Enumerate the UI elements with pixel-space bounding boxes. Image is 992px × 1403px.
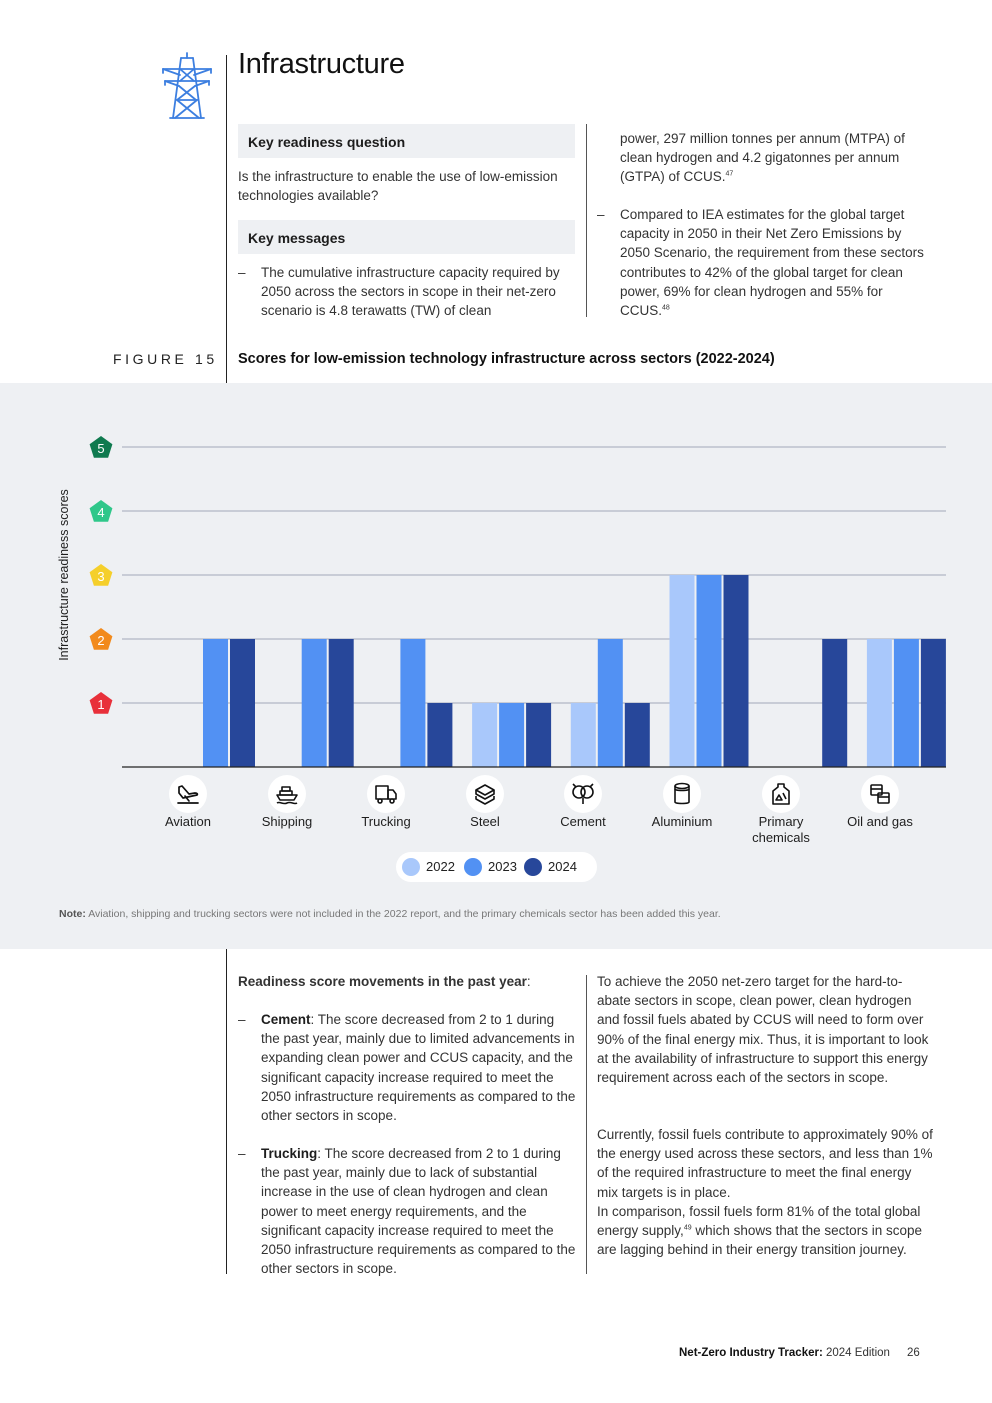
bar-aviation-2023 bbox=[203, 639, 228, 767]
score-marker-1 bbox=[89, 692, 113, 714]
bar-shipping-2024 bbox=[328, 639, 354, 767]
y-tick-label-2: 2 bbox=[97, 633, 104, 648]
body-paragraph-1: To achieve the 2050 net-zero target for … bbox=[597, 974, 929, 1086]
y-tick-label-5: 5 bbox=[97, 441, 104, 456]
sector-label-trucking: Trucking bbox=[361, 814, 411, 829]
score-marker-3 bbox=[89, 564, 113, 586]
sector-steel: Steel bbox=[435, 775, 535, 830]
bar-aviation-2024 bbox=[230, 639, 255, 767]
bar-oil-and-gas-2022 bbox=[866, 639, 892, 767]
sector-aluminium: Aluminium bbox=[632, 775, 732, 830]
bar-steel-2023 bbox=[499, 703, 525, 767]
sector-label-steel: Steel bbox=[470, 814, 500, 829]
left-rule-bottom bbox=[226, 949, 227, 1274]
bar-aluminium-2022 bbox=[669, 575, 695, 767]
chemical-flask-icon bbox=[762, 775, 800, 813]
bar-aluminium-2024 bbox=[723, 575, 749, 767]
bar-aluminium-2023 bbox=[696, 575, 722, 767]
bar-steel-2024 bbox=[526, 703, 552, 767]
page-number: 26 bbox=[906, 1347, 920, 1359]
airplane-icon bbox=[169, 775, 207, 813]
sector-aviation: Aviation bbox=[138, 775, 238, 830]
cement-mixer-icon bbox=[564, 775, 602, 813]
key-message-2: – Compared to IEA estimates for the glob… bbox=[597, 207, 924, 319]
bar-primary-chemicals-2024 bbox=[822, 639, 848, 767]
sector-cement: Cement bbox=[533, 775, 633, 830]
sector-shipping: Shipping bbox=[237, 775, 337, 830]
sector-oil-and-gas: Oil and gas bbox=[830, 775, 930, 830]
bar-cement-2023 bbox=[597, 639, 623, 767]
oil-barrel-icon bbox=[861, 775, 899, 813]
sector-label-aviation: Aviation bbox=[164, 814, 211, 829]
y-tick-label-3: 3 bbox=[97, 569, 104, 584]
chart-legend: 2022 2023 2024 bbox=[396, 852, 597, 882]
sector-label-aluminium: Aluminium bbox=[651, 814, 713, 829]
figure-note: Note: Aviation, shipping and trucking se… bbox=[59, 908, 721, 920]
sector-primary-chemicals: Primary chemicals bbox=[731, 775, 831, 846]
column-divider-top bbox=[586, 124, 587, 317]
page-title: Infrastructure bbox=[238, 48, 405, 80]
score-marker-2 bbox=[89, 628, 113, 650]
figure-title: Scores for low-emission technology infra… bbox=[238, 351, 775, 367]
steel-coil-icon bbox=[466, 775, 504, 813]
readiness-bar-chart: 1 2 3 4 5 Infrastructure readiness scores bbox=[57, 436, 946, 768]
body-paragraph-2: Currently, fossil fuels contribute to ap… bbox=[597, 1127, 933, 1258]
y-tick-label-4: 4 bbox=[97, 505, 104, 520]
score-marker-5 bbox=[89, 436, 113, 458]
sector-trucking: Trucking bbox=[336, 775, 436, 830]
movement-trucking: – Trucking: The score decreased from 2 t… bbox=[238, 1146, 576, 1277]
bar-oil-and-gas-2023 bbox=[893, 639, 919, 767]
bar-cement-2024 bbox=[624, 703, 650, 767]
key-question-text: Is the infrastructure to enable the use … bbox=[238, 169, 558, 204]
power-pylon-icon bbox=[162, 52, 212, 119]
y-tick-label-1: 1 bbox=[97, 697, 104, 712]
bar-trucking-2023 bbox=[400, 639, 426, 767]
legend-swatch-2024 bbox=[524, 858, 542, 876]
bar-shipping-2023 bbox=[301, 639, 327, 767]
movement-cement: – Cement: The score decreased from 2 to … bbox=[238, 1012, 576, 1124]
figure-label: FIGURE 15 bbox=[113, 351, 218, 367]
bar-trucking-2024 bbox=[427, 703, 453, 767]
key-message-1-part2: power, 297 million tonnes per annum (MTP… bbox=[620, 131, 905, 185]
score-marker-4 bbox=[89, 500, 113, 522]
column-divider-bottom bbox=[586, 975, 587, 1274]
key-message-1-part1: – The cumulative infrastructure capacity… bbox=[238, 265, 560, 319]
legend-label-2022: 2022 bbox=[426, 859, 455, 874]
truck-icon bbox=[367, 775, 405, 813]
legend-label-2024: 2024 bbox=[548, 859, 577, 874]
sector-label-shipping: Shipping bbox=[261, 814, 313, 829]
page-footer: Net-Zero Industry Tracker: 2024 Edition 2… bbox=[679, 1347, 920, 1359]
aluminium-can-icon bbox=[663, 775, 701, 813]
bar-steel-2022 bbox=[472, 703, 498, 767]
movements-heading: Readiness score movements in the past ye… bbox=[238, 974, 531, 989]
ship-icon bbox=[268, 775, 306, 813]
key-messages-heading: Key messages bbox=[238, 220, 575, 254]
sector-label-oil-and-gas: Oil and gas bbox=[847, 814, 913, 829]
y-axis-label: Infrastructure readiness scores bbox=[57, 489, 71, 661]
sector-label-cement: Cement bbox=[560, 814, 606, 829]
sector-label-primary-chemicals: Primary chemicals bbox=[752, 814, 810, 845]
bar-cement-2022 bbox=[570, 703, 596, 767]
key-question-heading: Key readiness question bbox=[238, 124, 575, 158]
left-rule-top bbox=[226, 55, 227, 383]
legend-swatch-2023 bbox=[464, 858, 482, 876]
legend-label-2023: 2023 bbox=[488, 859, 517, 874]
legend-swatch-2022 bbox=[402, 858, 420, 876]
bar-oil-and-gas-2024 bbox=[920, 639, 946, 767]
